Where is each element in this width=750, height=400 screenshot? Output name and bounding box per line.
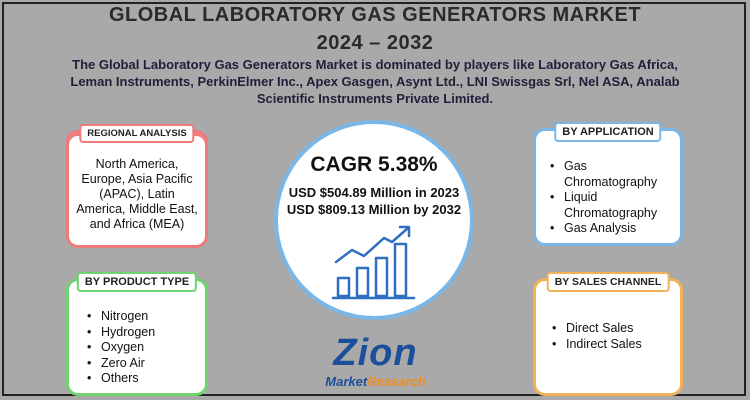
list-item: Others bbox=[85, 371, 155, 387]
list-item: Zero Air bbox=[85, 356, 155, 372]
logo-sub-left: Market bbox=[325, 374, 368, 389]
product-type-list: Nitrogen Hydrogen Oxygen Zero Air Others bbox=[85, 309, 155, 387]
product-type-tag: BY PRODUCT TYPE bbox=[76, 272, 198, 292]
list-item: Oxygen bbox=[85, 340, 155, 356]
page-title: GLOBAL LABORATORY GAS GENERATORS MARKET bbox=[108, 4, 642, 26]
sales-channel-tag: BY SALES CHANNEL bbox=[546, 272, 670, 292]
product-type-card: BY PRODUCT TYPE Nitrogen Hydrogen Oxygen… bbox=[66, 272, 208, 396]
list-item: Hydrogen bbox=[85, 325, 155, 341]
outer-frame bbox=[2, 2, 746, 396]
sales-channel-card: BY SALES CHANNEL Direct Sales Indirect S… bbox=[533, 272, 683, 396]
page-subtitle: The Global Laboratory Gas Generators Mar… bbox=[70, 57, 680, 106]
logo-sub-text: MarketResearch bbox=[303, 374, 448, 389]
regional-analysis-tag: REGIONAL ANALYSIS bbox=[79, 124, 195, 143]
logo-sub-right: Research bbox=[367, 374, 426, 389]
list-item: Gas Chromatography bbox=[548, 159, 680, 190]
list-item: Gas Analysis bbox=[548, 221, 680, 237]
cagr-value: CAGR 5.38% bbox=[310, 153, 438, 176]
list-item: Direct Sales bbox=[550, 321, 642, 337]
center-circle bbox=[274, 120, 474, 320]
logo-main-text: Zion bbox=[333, 332, 418, 374]
application-list: Gas Chromatography Liquid Chromatography… bbox=[548, 159, 680, 237]
growth-chart-icon bbox=[331, 225, 416, 300]
list-item: Nitrogen bbox=[85, 309, 155, 325]
list-item: Indirect Sales bbox=[550, 337, 642, 353]
list-item: Liquid Chromatography bbox=[548, 190, 680, 221]
market-size-2032: USD $809.13 Million by 2032 bbox=[286, 202, 462, 217]
zion-logo: Zion MarketResearch bbox=[303, 332, 448, 394]
market-size-2023: USD $504.89 Million in 2023 bbox=[288, 185, 460, 200]
application-tag: BY APPLICATION bbox=[554, 122, 662, 142]
regional-analysis-card: REGIONAL ANALYSIS North America, Europe,… bbox=[66, 124, 208, 248]
sales-channel-list: Direct Sales Indirect Sales bbox=[550, 321, 642, 352]
application-card: BY APPLICATION Gas Chromatography Liquid… bbox=[533, 122, 683, 246]
regional-analysis-text: North America, Europe, Asia Pacific (APA… bbox=[76, 157, 198, 231]
page-title-years: 2024 – 2032 bbox=[316, 32, 434, 54]
